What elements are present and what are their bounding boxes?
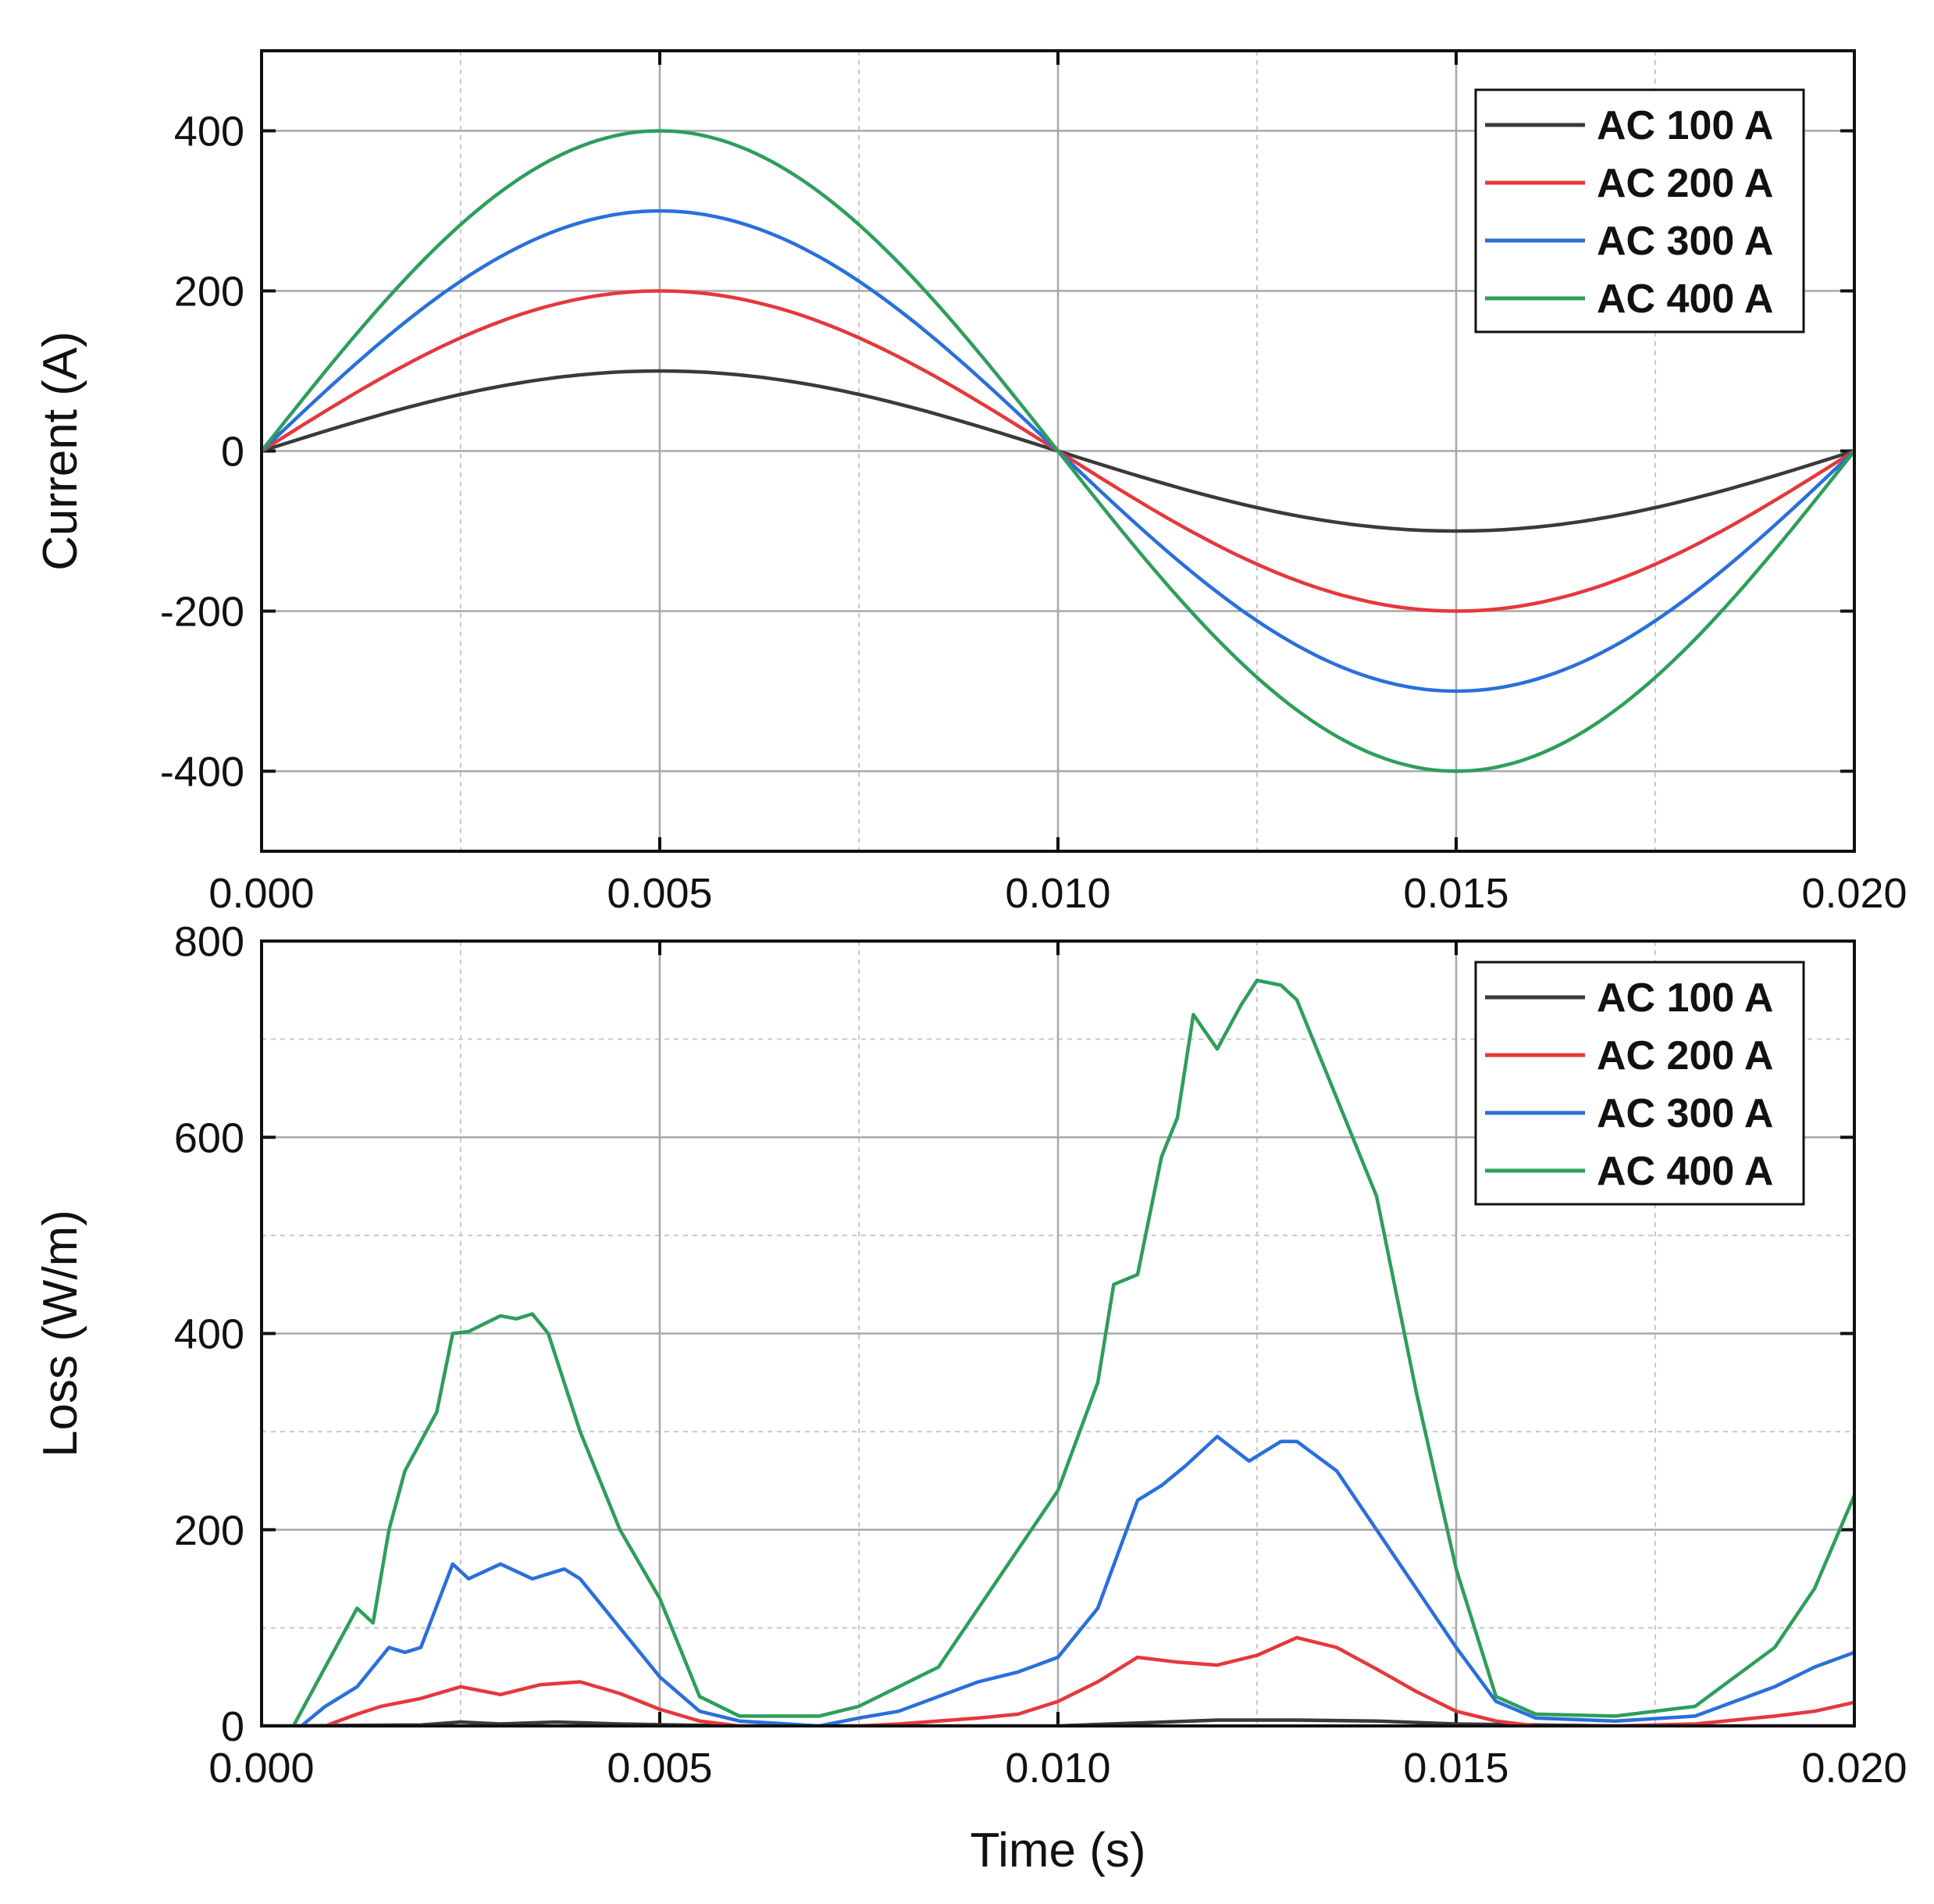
y-tick-label: 0 — [221, 1703, 244, 1750]
x-tick-label: 0.020 — [1801, 1745, 1907, 1792]
y-tick-label: 800 — [174, 918, 244, 965]
legend-label: AC 400 A — [1597, 1149, 1773, 1194]
plot-frame — [260, 49, 1856, 853]
legend-label: AC 300 A — [1597, 1091, 1773, 1136]
y-tick-label: -200 — [160, 589, 244, 636]
y-tick-label: 200 — [174, 1507, 244, 1554]
y-tick-label: 400 — [174, 109, 244, 155]
y-axis-title: Loss (W/m) — [34, 1210, 87, 1457]
series-line-ac-100-a — [262, 1718, 1854, 1726]
x-tick-label: 0.000 — [208, 1745, 314, 1792]
series-line-ac-300-a — [262, 1435, 1854, 1726]
x-tick-label: 0.015 — [1403, 1745, 1508, 1792]
legend-box — [1474, 961, 1805, 1206]
series-line-ac-400-a — [262, 129, 1854, 773]
plot-frame — [260, 940, 1856, 1728]
y-tick-label: 200 — [174, 269, 244, 316]
y-tick-label: 600 — [174, 1114, 244, 1161]
legend-label: AC 400 A — [1597, 276, 1773, 322]
chart-panel-loss: 0.000 0.005 0.010 0.015 0.020 0 200 400 600 800 Lo… — [34, 918, 1907, 1877]
x-tick-label: 0.005 — [607, 1745, 712, 1792]
legend-box — [1474, 88, 1805, 333]
chart-panel-current: 0.000 0.005 0.010 0.015 0.020 -400 -200 0 200 400… — [34, 49, 1907, 917]
x-tick-label: 0.000 — [208, 870, 314, 917]
legend: AC 100 A AC 200 A AC 300 A AC 400 A — [1474, 961, 1805, 1206]
legend-label: AC 100 A — [1597, 103, 1773, 148]
series-line-ac-400-a — [262, 979, 1854, 1726]
legend-label: AC 200 A — [1597, 1033, 1773, 1079]
x-tick-label: 0.020 — [1801, 870, 1907, 917]
y-tick-label: -400 — [160, 749, 244, 796]
legend-label: AC 300 A — [1597, 219, 1773, 264]
x-axis-title: Time (s) — [971, 1824, 1146, 1877]
legend: AC 100 A AC 200 A AC 300 A AC 400 A — [1474, 88, 1805, 333]
x-tick-label: 0.010 — [1005, 1745, 1110, 1792]
series-line-ac-200-a — [262, 1635, 1854, 1726]
legend-label: AC 100 A — [1597, 975, 1773, 1021]
y-tick-label: 0 — [221, 429, 244, 476]
x-tick-label: 0.010 — [1005, 870, 1110, 917]
x-tick-label: 0.005 — [607, 870, 712, 917]
legend-label: AC 200 A — [1597, 161, 1773, 206]
y-tick-label: 400 — [174, 1311, 244, 1358]
x-tick-label: 0.015 — [1403, 870, 1508, 917]
y-axis-title: Current (A) — [34, 331, 87, 571]
